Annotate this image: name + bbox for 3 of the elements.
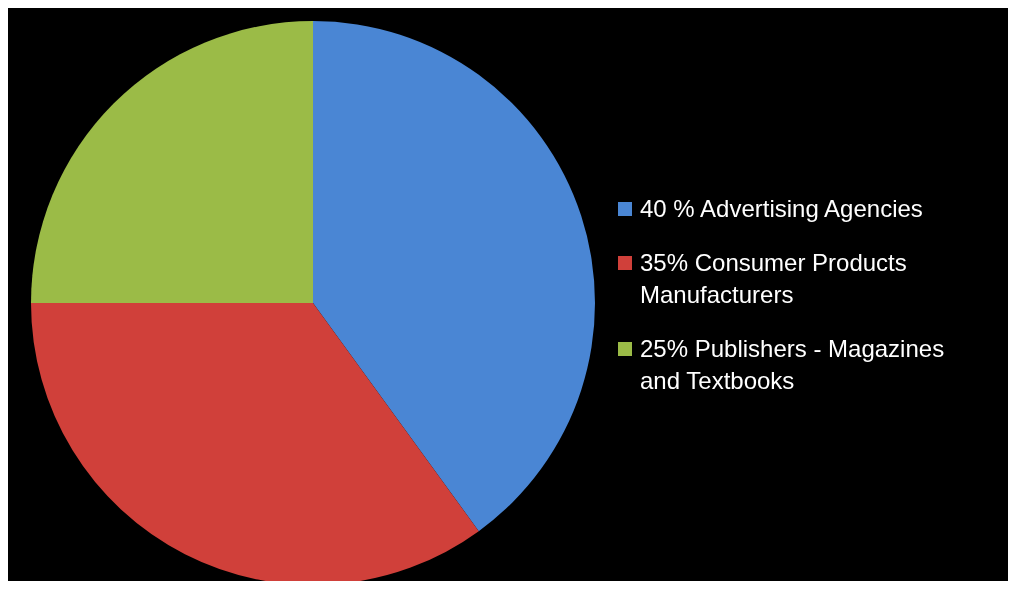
legend-label: 40 % Advertising Agencies <box>640 193 923 224</box>
legend-label: 35% Consumer Products Manufacturers <box>640 247 908 310</box>
legend-label: 25% Publishers - Magazines and Textbooks <box>640 333 946 396</box>
